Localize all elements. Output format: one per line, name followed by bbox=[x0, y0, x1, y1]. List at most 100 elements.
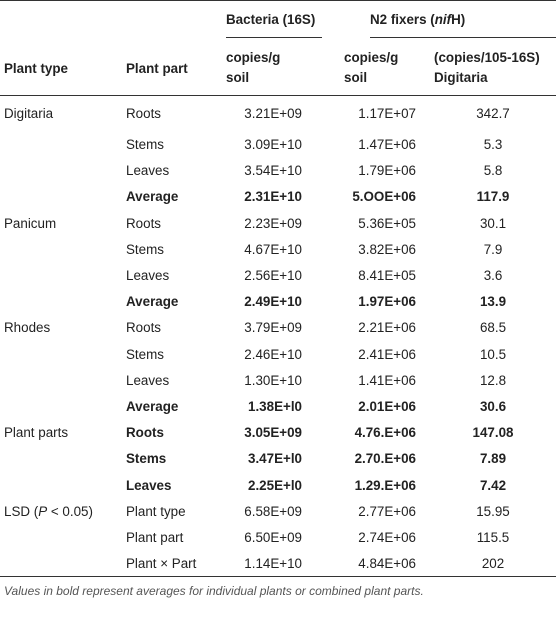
cell-plant-type bbox=[0, 524, 116, 550]
cell-n2-copies: 2.01E+06 bbox=[358, 398, 416, 414]
cell-n2-copies: 2.77E+06 bbox=[358, 503, 416, 519]
cell-n2-copies: 4.76.E+06 bbox=[354, 425, 416, 441]
col-header-ratio: (copies/105-16S) Digitaria bbox=[434, 50, 540, 85]
cell-ratio: 7.9 bbox=[483, 241, 503, 257]
cell-n2-copies: 4.84E+06 bbox=[358, 555, 416, 571]
cell-n2-copies: 2.70.E+06 bbox=[354, 451, 416, 467]
table-row: Leaves 1.30E+10 1.41E+06 12.8 bbox=[0, 367, 556, 393]
cell-plant-type: LSD (P < 0.05) bbox=[0, 498, 116, 524]
cell-plant-type: Digitaria bbox=[4, 106, 54, 122]
cell-ratio: 10.5 bbox=[479, 346, 507, 362]
table-row: Stems 4.67E+10 3.82E+06 7.9 bbox=[0, 236, 556, 262]
cell-bacteria-copies: 6.58E+09 bbox=[244, 503, 302, 519]
cell-bacteria-copies: 4.67E+10 bbox=[244, 241, 302, 257]
table-row: Rhodes Roots 3.79E+09 2.21E+06 68.5 bbox=[0, 315, 556, 341]
cell-ratio: 3.6 bbox=[483, 268, 503, 284]
table-row: Stems 3.47E+l0 2.70.E+06 7.89 bbox=[0, 446, 556, 472]
cell-n2-copies: 2.74E+06 bbox=[358, 529, 416, 545]
cell-plant-part: Stems bbox=[126, 137, 164, 153]
cell-ratio: 147.08 bbox=[472, 425, 514, 441]
cell-ratio: 13.9 bbox=[479, 294, 507, 310]
cell-bacteria-copies: 3.79E+09 bbox=[244, 320, 302, 336]
cell-n2-copies: 5.OOE+06 bbox=[352, 189, 416, 205]
lsd-label-suffix: < 0.05) bbox=[47, 503, 93, 519]
lsd-label-prefix: LSD ( bbox=[4, 503, 39, 519]
cell-plant-type bbox=[0, 551, 116, 577]
cell-n2-copies: 1.79E+06 bbox=[358, 163, 416, 179]
cell-plant-part: Average bbox=[126, 189, 179, 205]
cell-bacteria-copies: 3.47E+l0 bbox=[248, 451, 302, 467]
cell-ratio: 7.89 bbox=[479, 451, 507, 467]
cell-plant-type bbox=[0, 262, 116, 288]
cell-plant-part: Stems bbox=[126, 346, 164, 362]
cell-plant-type bbox=[0, 472, 116, 498]
cell-plant-part: Stems bbox=[126, 241, 164, 257]
cell-ratio: 5.3 bbox=[483, 137, 503, 153]
table-row: Panicum Roots 2.23E+09 5.36E+05 30.1 bbox=[0, 210, 556, 236]
cell-bacteria-copies: 2.23E+09 bbox=[244, 215, 302, 231]
footnote: Values in bold represent averages for in… bbox=[4, 584, 424, 598]
cell-bacteria-copies: 1.30E+10 bbox=[244, 372, 302, 388]
cell-plant-part: Leaves bbox=[126, 163, 170, 179]
cell-plant-part: Stems bbox=[126, 451, 167, 467]
cell-bacteria-copies: 3.05E+09 bbox=[244, 425, 302, 441]
col-header-n2-copies: copies/g soil bbox=[344, 50, 399, 85]
col-header-plant-part: Plant part bbox=[126, 60, 188, 76]
cell-plant-part: Roots bbox=[126, 215, 161, 231]
col-header-bacteria-copies: copies/g soil bbox=[226, 50, 281, 85]
data-table: Bacteria (16S) N2 fixers (nifH) Plant ty… bbox=[0, 0, 556, 577]
cell-plant-part: Plant type bbox=[126, 503, 186, 519]
cell-plant-type bbox=[0, 158, 116, 184]
cell-plant-type: Plant parts bbox=[4, 425, 69, 441]
cell-plant-type bbox=[0, 184, 116, 210]
cell-plant-type bbox=[0, 289, 116, 315]
table-row: Average 2.49E+10 1.97E+06 13.9 bbox=[0, 289, 556, 315]
cell-plant-type bbox=[0, 236, 116, 262]
group-header-bacteria: Bacteria (16S) bbox=[222, 1, 336, 42]
table-row: Plant × Part 1.14E+10 4.84E+06 202 bbox=[0, 551, 556, 577]
cell-plant-type bbox=[0, 341, 116, 367]
cell-plant-type bbox=[0, 393, 116, 419]
cell-n2-copies: 1.41E+06 bbox=[358, 372, 416, 388]
cell-bacteria-copies: 2.31E+10 bbox=[244, 189, 302, 205]
cell-ratio: 5.8 bbox=[483, 163, 503, 179]
group-header-n2-fixers: N2 fixers (nifH) bbox=[336, 1, 556, 42]
cell-bacteria-copies: 3.09E+10 bbox=[244, 137, 302, 153]
cell-bacteria-copies: 1.14E+10 bbox=[244, 555, 302, 571]
table-row: Plant part 6.50E+09 2.74E+06 115.5 bbox=[0, 524, 556, 550]
col-header-plant-type: Plant type bbox=[4, 60, 68, 76]
cell-plant-part: Leaves bbox=[126, 268, 170, 284]
cell-plant-part: Leaves bbox=[126, 372, 170, 388]
table-row: Digitaria Roots 3.21E+09 1.17E+07 342.7 bbox=[0, 96, 556, 132]
cell-ratio: 68.5 bbox=[479, 320, 507, 336]
cell-n2-copies: 3.82E+06 bbox=[358, 241, 416, 257]
header-row-columns: Plant type Plant part copies/g soil copi… bbox=[0, 41, 556, 96]
cell-bacteria-copies: 2.56E+10 bbox=[244, 268, 302, 284]
cell-plant-part: Roots bbox=[126, 425, 164, 441]
cell-ratio: 30.6 bbox=[479, 398, 507, 414]
cell-n2-copies: 1.47E+06 bbox=[358, 137, 416, 153]
cell-n2-copies: 8.41E+05 bbox=[358, 268, 416, 284]
cell-plant-type: Panicum bbox=[4, 215, 57, 231]
cell-bacteria-copies: 6.50E+09 bbox=[244, 529, 302, 545]
cell-ratio: 117.9 bbox=[476, 189, 510, 205]
table-row: Average 1.38E+l0 2.01E+06 30.6 bbox=[0, 393, 556, 419]
cell-plant-part: Plant part bbox=[126, 529, 184, 545]
cell-ratio: 115.5 bbox=[476, 529, 510, 545]
lsd-label-p: P bbox=[38, 503, 48, 519]
cell-plant-type bbox=[0, 446, 116, 472]
cell-n2-copies: 5.36E+05 bbox=[358, 215, 416, 231]
cell-n2-copies: 1.29.E+06 bbox=[354, 477, 416, 493]
header-row-groups: Bacteria (16S) N2 fixers (nifH) bbox=[0, 0, 556, 42]
cell-plant-part: Roots bbox=[126, 106, 161, 122]
cell-plant-type: Rhodes bbox=[4, 320, 51, 336]
cell-plant-part: Average bbox=[126, 294, 179, 310]
cell-n2-copies: 2.21E+06 bbox=[358, 320, 416, 336]
table-row: Stems 3.09E+10 1.47E+06 5.3 bbox=[0, 132, 556, 158]
cell-ratio: 7.42 bbox=[479, 477, 507, 493]
cell-plant-type bbox=[0, 132, 116, 158]
table-row: Leaves 2.56E+10 8.41E+05 3.6 bbox=[0, 262, 556, 288]
cell-bacteria-copies: 2.25E+l0 bbox=[248, 477, 302, 493]
cell-ratio: 202 bbox=[481, 555, 505, 571]
cell-n2-copies: 1.17E+07 bbox=[358, 106, 416, 122]
